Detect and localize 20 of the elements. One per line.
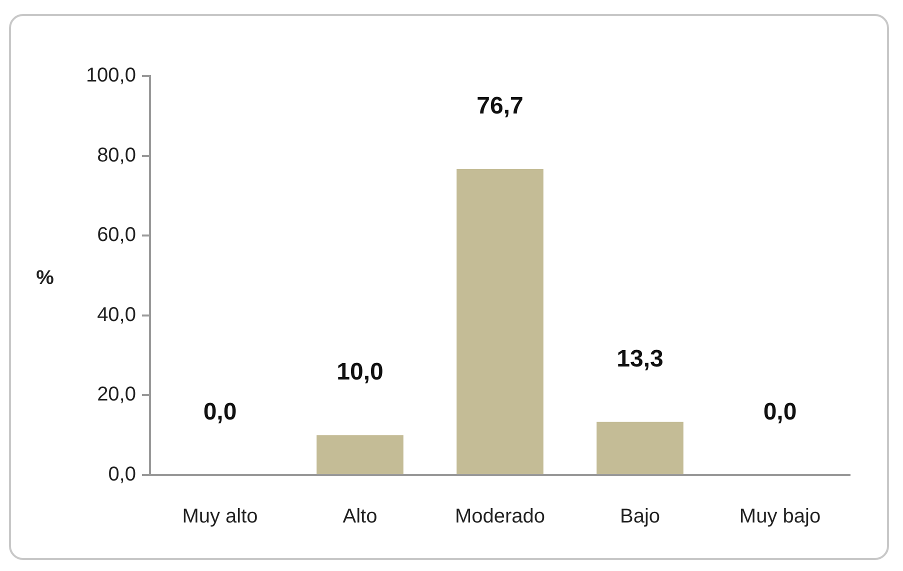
x-tick-label: Muy bajo	[739, 506, 821, 528]
y-tick-label: 0,0	[108, 464, 136, 486]
data-label: 13,3	[616, 346, 664, 373]
y-axis-title: %	[36, 267, 54, 290]
bar	[456, 168, 544, 474]
x-tick-label: Alto	[342, 506, 378, 528]
x-tick-label: Muy alto	[182, 506, 258, 528]
data-label: 0,0	[203, 398, 237, 426]
bar	[596, 422, 684, 474]
y-tick-label: 20,0	[97, 384, 136, 406]
y-tick-label: 40,0	[97, 304, 136, 326]
data-label: 10,0	[336, 358, 384, 386]
y-tick-label: 60,0	[97, 224, 136, 246]
data-label: 76,7	[476, 92, 524, 120]
y-tick-label: 80,0	[97, 144, 136, 166]
x-tick-label: Bajo	[620, 506, 660, 528]
bar	[316, 435, 404, 474]
y-tick-label: 100,0	[86, 64, 136, 87]
data-label: 0,0	[763, 398, 797, 426]
x-tick-label: Moderado	[454, 506, 546, 528]
